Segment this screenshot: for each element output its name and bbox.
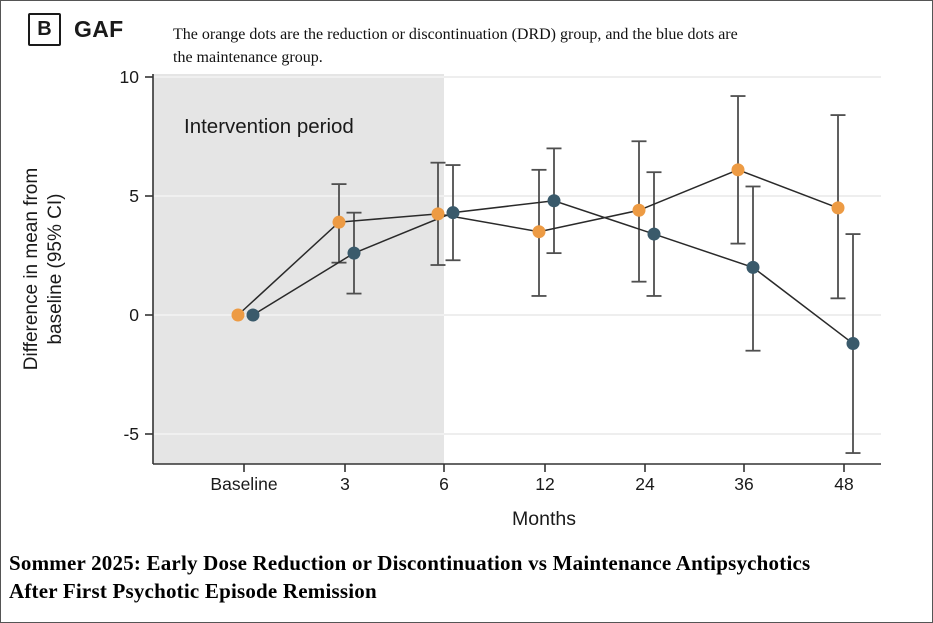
y-tick-label: 5 xyxy=(129,186,139,206)
y-tick-label: 0 xyxy=(129,305,139,325)
x-tick-label: Baseline xyxy=(210,474,277,494)
drd-point-12 xyxy=(532,225,546,239)
panel-header: B GAF xyxy=(28,13,123,46)
drd-point-3 xyxy=(332,215,346,229)
maintenance-point-36 xyxy=(746,260,760,274)
drd-point-Baseline xyxy=(231,308,245,322)
x-tick-label: 36 xyxy=(734,474,753,494)
y-axis-title-line-1: Difference in mean from xyxy=(21,168,42,370)
drd-point-48 xyxy=(831,201,845,215)
panel-title: GAF xyxy=(74,16,124,42)
y-tick-label: -5 xyxy=(123,424,139,444)
intervention-period-region xyxy=(153,74,444,464)
maintenance-point-6 xyxy=(446,206,460,220)
caption-line-1: The orange dots are the reduction or dis… xyxy=(173,26,738,43)
figure-source-title-line-2: After First Psychotic Episode Remission xyxy=(9,578,377,603)
y-axis-title-line-2: baseline (95% CI) xyxy=(45,193,66,344)
x-tick-label: 3 xyxy=(340,474,350,494)
x-tick-label: 48 xyxy=(834,474,853,494)
maintenance-point-24 xyxy=(647,227,661,241)
drd-point-24 xyxy=(632,203,646,217)
y-tick-label: 10 xyxy=(120,67,140,87)
x-tick-label: 12 xyxy=(535,474,554,494)
maintenance-point-Baseline xyxy=(246,308,260,322)
caption-line-2: the maintenance group. xyxy=(173,48,323,66)
x-axis-title: Months xyxy=(512,508,576,530)
figure-caption: The orange dots are the reduction or dis… xyxy=(173,24,738,69)
maintenance-point-48 xyxy=(846,337,860,351)
drd-point-36 xyxy=(731,163,745,177)
maintenance-point-12 xyxy=(547,194,561,208)
maintenance-point-3 xyxy=(347,246,361,260)
x-tick-label: 6 xyxy=(439,474,449,494)
drd-point-6 xyxy=(431,207,445,221)
x-tick-label: 24 xyxy=(635,474,655,494)
figure-source-title-line-1: Sommer 2025: Early Dose Reduction or Dis… xyxy=(9,551,811,575)
intervention-period-label: Intervention period xyxy=(184,115,354,138)
figure-source-title: Sommer 2025: Early Dose Reduction or Dis… xyxy=(9,550,810,605)
panel-label-box: B xyxy=(28,13,61,46)
